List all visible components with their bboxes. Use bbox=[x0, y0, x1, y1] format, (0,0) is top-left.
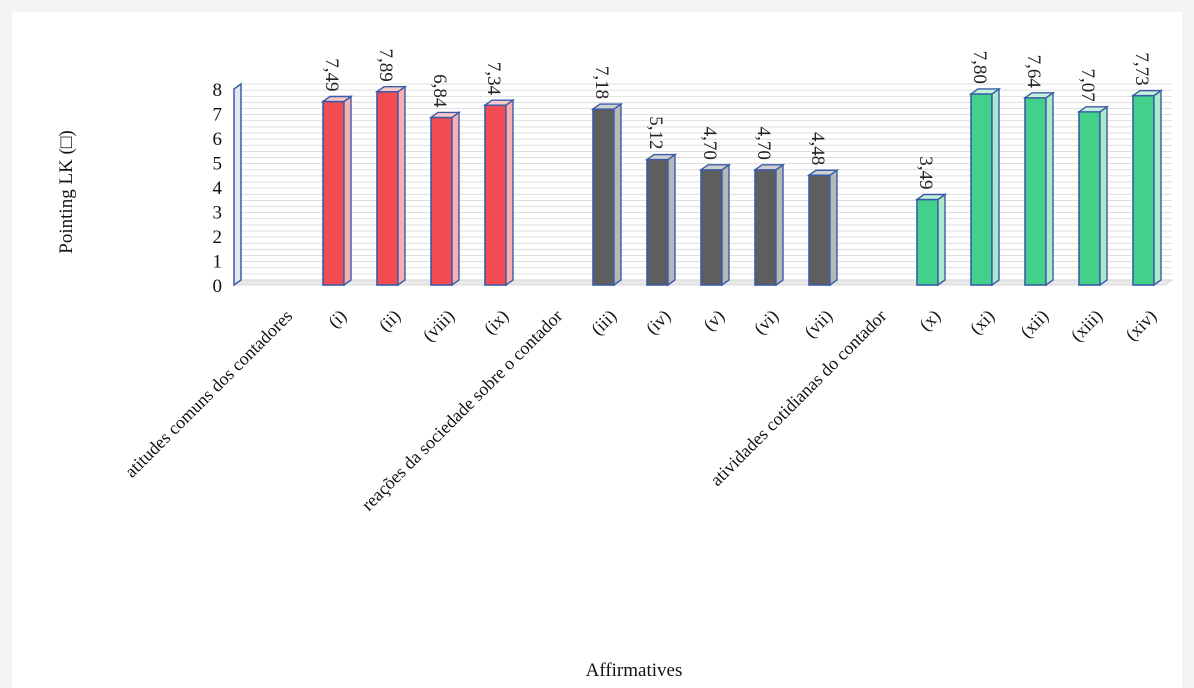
x-category-label: reações da sociedade sobre o contador bbox=[357, 306, 566, 515]
bar bbox=[698, 163, 732, 287]
bar bbox=[914, 193, 948, 287]
value-label: 7,80 bbox=[969, 51, 990, 84]
x-axis-title: Affirmatives bbox=[586, 660, 683, 681]
bar bbox=[806, 168, 840, 287]
bar bbox=[1076, 105, 1110, 287]
y-axis-wall bbox=[233, 82, 242, 287]
bar bbox=[590, 102, 624, 287]
y-axis-title: Pointing LK (□) bbox=[56, 130, 77, 253]
bar bbox=[1022, 91, 1056, 287]
value-label: 7,73 bbox=[1131, 52, 1152, 85]
x-category-labels: atitudes comuns dos contadores (i) (ii) (vi… bbox=[121, 306, 1161, 515]
value-label: 3,49 bbox=[915, 156, 936, 189]
value-label: 6,84 bbox=[429, 74, 450, 108]
x-category-label: (xii) bbox=[1016, 306, 1053, 343]
value-label: 7,89 bbox=[375, 48, 396, 81]
y-tick-label: 1 bbox=[213, 252, 223, 273]
x-category-label: (ii) bbox=[375, 306, 405, 336]
bars bbox=[320, 85, 1164, 287]
x-category-label: (vi) bbox=[750, 306, 783, 339]
x-category-label: (iv) bbox=[642, 306, 675, 339]
bar bbox=[968, 87, 1002, 287]
y-tick-label: 8 bbox=[213, 80, 223, 101]
x-category-label: (viii) bbox=[419, 306, 459, 346]
x-category-label: (vii) bbox=[800, 306, 837, 343]
y-tick-label: 5 bbox=[213, 154, 223, 175]
x-category-label: (xiv) bbox=[1121, 306, 1161, 346]
bar bbox=[752, 163, 786, 287]
x-category-label: (x) bbox=[915, 306, 945, 336]
x-category-label: (xi) bbox=[966, 306, 999, 339]
x-category-label: (v) bbox=[699, 306, 729, 336]
bar-chart-svg: 7,49 7,89 6,84 7,34 7,18 5,12 4,70 4,70 4,48 3,49… bbox=[56, 48, 1174, 681]
y-tick-labels: 0 1 2 3 4 5 6 7 8 bbox=[213, 80, 223, 297]
value-label: 7,18 bbox=[591, 66, 612, 99]
x-category-label: (ix) bbox=[480, 306, 513, 339]
value-label: 4,70 bbox=[753, 127, 774, 160]
y-tick-label: 0 bbox=[213, 276, 223, 297]
value-label: 5,12 bbox=[645, 116, 666, 149]
y-tick-label: 7 bbox=[213, 105, 223, 126]
bar bbox=[644, 153, 678, 287]
chart: 7,49 7,89 6,84 7,34 7,18 5,12 4,70 4,70 4,48 3,49… bbox=[12, 12, 1182, 688]
value-labels: 7,49 7,89 6,84 7,34 7,18 5,12 4,70 4,70 4,48 3,49… bbox=[321, 48, 1152, 189]
y-tick-label: 6 bbox=[213, 129, 223, 150]
y-tick-label: 4 bbox=[213, 178, 223, 199]
bar bbox=[428, 111, 462, 287]
y-tick-label: 2 bbox=[213, 227, 223, 248]
value-label: 7,49 bbox=[321, 58, 342, 91]
bar bbox=[482, 98, 516, 287]
bar bbox=[320, 95, 354, 287]
x-category-label: atividades cotidianas do contador bbox=[706, 306, 890, 490]
bar bbox=[1130, 89, 1164, 287]
value-label: 7,64 bbox=[1023, 55, 1044, 89]
x-category-label: atitudes comuns dos contadores bbox=[121, 306, 297, 482]
value-label: 4,70 bbox=[699, 127, 720, 160]
value-label: 7,07 bbox=[1077, 69, 1098, 102]
x-category-label: (i) bbox=[324, 306, 351, 333]
bar bbox=[374, 85, 408, 287]
value-label: 7,34 bbox=[483, 62, 504, 96]
y-tick-label: 3 bbox=[213, 203, 223, 224]
x-category-label: (iii) bbox=[587, 306, 621, 340]
x-category-label: (xiii) bbox=[1067, 306, 1107, 346]
value-label: 4,48 bbox=[807, 132, 828, 165]
